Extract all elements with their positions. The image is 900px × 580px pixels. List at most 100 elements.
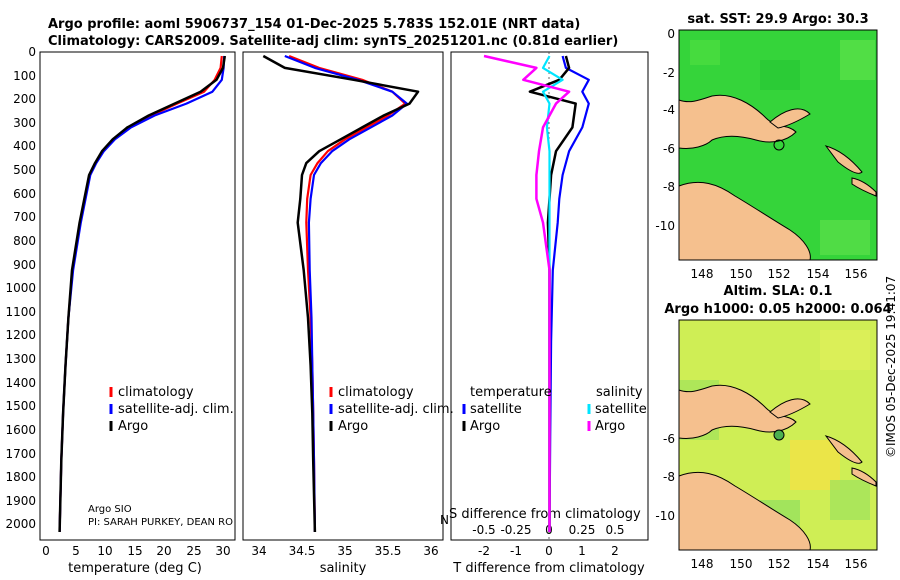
credit-pi: PI: SARAH PURKEY, DEAN RO	[88, 517, 233, 528]
difference-s-overflow-letter: N	[440, 513, 449, 527]
salinity-x-tick: 36	[423, 544, 438, 558]
depth-tick-600: 600	[13, 187, 36, 201]
legend-climatology-label: climatology	[338, 385, 414, 400]
footer-copyright: ©IMOS 05-Dec-2025 19:41:07	[884, 275, 898, 458]
sst-land-new-ireland	[769, 108, 811, 129]
difference-series-salinity-argo	[483, 54, 571, 532]
sla-lat-tick-labels: -6 -8 -10	[655, 432, 675, 523]
difference-x-tick: -1	[510, 544, 522, 558]
salinity-x-tick: 34.5	[289, 544, 316, 558]
sla-lat-tick: -10	[655, 509, 675, 523]
temperature-x-tick: 0	[42, 544, 50, 558]
sla-lon-tick: 148	[691, 557, 714, 571]
sst-argo-location	[773, 139, 785, 151]
depth-tick-1800: 1800	[5, 470, 36, 484]
sla-lon-tick: 150	[730, 557, 753, 571]
sla-map-title-1: Altim. SLA: 0.1	[724, 284, 833, 299]
difference-x-tick-labels: -2 -1 0 1 2	[478, 544, 619, 558]
difference-x-tick: 0	[545, 544, 553, 558]
sst-map	[678, 29, 878, 261]
difference-s-label: S difference from climatology	[449, 507, 641, 522]
sla-patch	[830, 480, 870, 520]
temperature-x-tick: 20	[156, 544, 171, 558]
salinity-x-tick: 34	[251, 544, 266, 558]
depth-tick-100: 100	[13, 69, 36, 83]
sla-land-new-ireland	[769, 398, 811, 419]
difference-series-temperature-satellite	[548, 55, 590, 533]
difference-series-group	[483, 54, 590, 533]
salinity-series-group	[262, 54, 420, 533]
title-line-2: Climatology: CARS2009. Satellite-adj cli…	[48, 34, 618, 49]
depth-tick-1400: 1400	[5, 376, 36, 390]
legend-satellite-label: satellite-adj. clim.	[338, 402, 454, 417]
salinity-x-tick: 35.5	[375, 544, 402, 558]
legend-t-argo-label: Argo	[470, 419, 500, 434]
credit-institution: Argo SIO	[88, 504, 132, 515]
salinity-series-satellite-adj-clim-	[284, 54, 408, 533]
temperature-x-tick: 5	[72, 544, 80, 558]
sst-lon-tick: 156	[845, 267, 868, 281]
depth-tick-2000: 2000	[5, 517, 36, 531]
temperature-x-tick: 25	[186, 544, 201, 558]
sla-lat-tick: -8	[663, 470, 675, 484]
salinity-series-argo	[262, 54, 420, 533]
temperature-series-group	[58, 55, 227, 533]
sst-patch	[690, 40, 720, 65]
temperature-x-label: temperature (deg C)	[68, 561, 202, 576]
difference-x-label: T difference from climatology	[452, 561, 645, 576]
temperature-x-tick: 15	[127, 544, 142, 558]
temperature-series-climatology	[58, 55, 223, 533]
sst-lon-tick: 154	[807, 267, 830, 281]
sst-lat-tick: -10	[655, 219, 675, 233]
depth-tick-1100: 1100	[5, 305, 36, 319]
sst-lat-tick: -4	[663, 103, 675, 117]
salinity-panel-frame	[242, 51, 444, 541]
sst-patch	[760, 60, 800, 90]
difference-panel-frame	[450, 51, 649, 541]
legend-t-satellite-label: satellite	[470, 402, 522, 417]
depth-tick-1900: 1900	[5, 494, 36, 508]
difference-s-tick: -0.25	[500, 523, 531, 537]
legend-s-satellite-label: satellite	[595, 402, 647, 417]
depth-tick-500: 500	[13, 163, 36, 177]
difference-s-tick: -0.5	[472, 523, 495, 537]
temperature-panel-frame	[39, 51, 236, 541]
sla-lon-tick-labels: 148 150 152 154 156	[691, 557, 868, 571]
sst-patch	[820, 220, 870, 255]
sst-lon-tick: 152	[768, 267, 791, 281]
difference-x-tick: 2	[611, 544, 619, 558]
temperature-x-tick: 10	[97, 544, 112, 558]
salinity-x-label: salinity	[320, 561, 367, 576]
depth-tick-0: 0	[28, 45, 36, 59]
depth-tick-400: 400	[13, 139, 36, 153]
sla-land-new-guinea	[678, 471, 811, 551]
temperature-x-tick-labels: 0 5 10 15 20 25 30	[42, 544, 230, 558]
legend-climatology-label: climatology	[118, 385, 194, 400]
sla-lat-tick: -6	[663, 432, 675, 446]
salinity-x-tick-labels: 34 34.5 35 35.5 36	[251, 544, 438, 558]
sla-lon-tick: 154	[807, 557, 830, 571]
temperature-series-satellite-adj-clim-	[58, 55, 226, 533]
sla-lon-tick: 156	[845, 557, 868, 571]
depth-tick-1700: 1700	[5, 447, 36, 461]
sst-land-solomons	[851, 177, 877, 197]
difference-s-tick: 0.5	[605, 523, 624, 537]
difference-x-tick: -2	[478, 544, 490, 558]
sst-lat-tick: -6	[663, 142, 675, 156]
depth-tick-700: 700	[13, 210, 36, 224]
legend-argo-label: Argo	[118, 419, 148, 434]
difference-x-tick: 1	[578, 544, 586, 558]
depth-tick-1600: 1600	[5, 423, 36, 437]
sst-lon-tick: 150	[730, 267, 753, 281]
depth-tick-200: 200	[13, 92, 36, 106]
legend-satellite-label: satellite-adj. clim.	[118, 402, 234, 417]
sst-lat-tick: -8	[663, 180, 675, 194]
sla-patch	[820, 330, 870, 370]
sst-lon-tick-labels: 148 150 152 154 156	[691, 267, 868, 281]
sst-patch	[840, 40, 875, 80]
depth-tick-900: 900	[13, 258, 36, 272]
depth-tick-1300: 1300	[5, 352, 36, 366]
temperature-series-argo	[58, 55, 227, 533]
sst-land-new-guinea	[678, 181, 811, 261]
